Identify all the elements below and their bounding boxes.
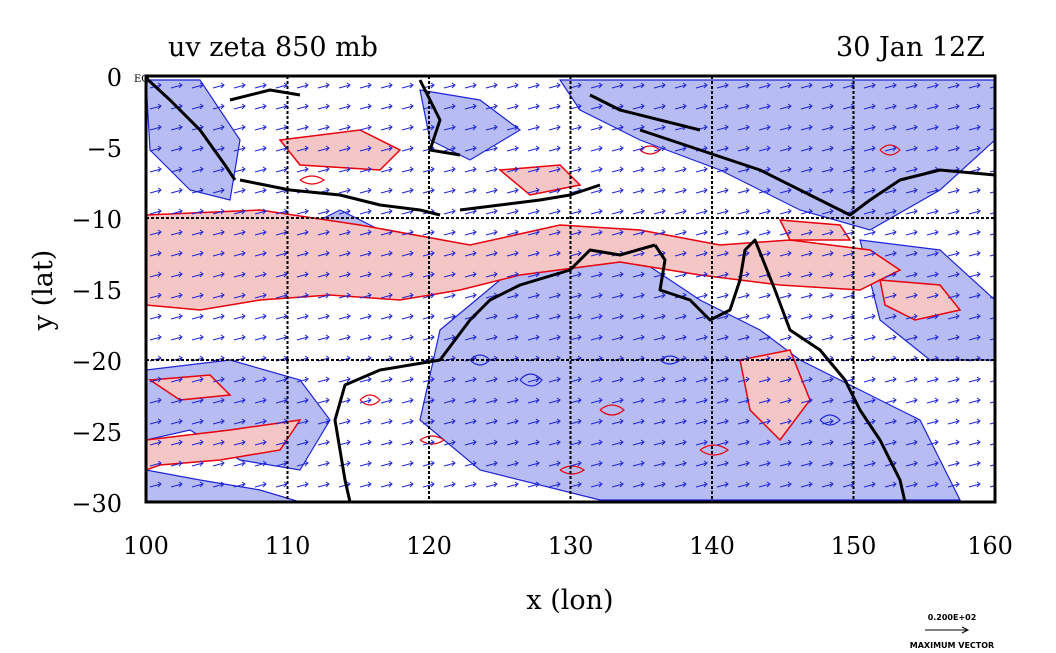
x-tick-label: 110 xyxy=(265,532,311,560)
y-axis-ticks: 0 −5 −10 −15 −20 −25 −30 xyxy=(71,64,122,518)
x-tick-label: 160 xyxy=(967,532,1013,560)
x-tick-label: 120 xyxy=(406,532,452,560)
y-tick-label: −15 xyxy=(71,277,122,305)
y-tick-label: −30 xyxy=(71,490,122,518)
equator-label: EQ xyxy=(134,74,150,85)
x-tick-label: 130 xyxy=(548,532,594,560)
vector-scale-legend: 0.200E+02 MAXIMUM VECTOR xyxy=(910,613,994,650)
y-tick-label: 0 xyxy=(107,64,122,92)
vector-scale-label: MAXIMUM VECTOR xyxy=(910,641,994,650)
y-tick-label: −25 xyxy=(71,419,122,447)
plot-title-variable: uv zeta 850 mb xyxy=(168,32,378,63)
x-axis-ticks: 100 110 120 130 140 150 160 xyxy=(123,532,1013,560)
vector-scale-value: 0.200E+02 xyxy=(928,613,977,622)
vorticity-field xyxy=(146,76,995,502)
y-axis-title: y (lat) xyxy=(28,250,59,332)
y-tick-label: −10 xyxy=(71,206,122,234)
plot-title-time: 30 Jan 12Z xyxy=(836,32,985,63)
y-tick-label: −5 xyxy=(87,135,122,163)
graticule xyxy=(146,76,995,502)
plot-frame xyxy=(144,74,997,504)
x-tick-label: 150 xyxy=(831,532,877,560)
x-axis-title: x (lon) xyxy=(526,585,613,616)
x-tick-label: 100 xyxy=(123,532,169,560)
y-tick-label: −20 xyxy=(71,348,122,376)
x-tick-label: 140 xyxy=(689,532,735,560)
coastlines xyxy=(146,76,995,502)
